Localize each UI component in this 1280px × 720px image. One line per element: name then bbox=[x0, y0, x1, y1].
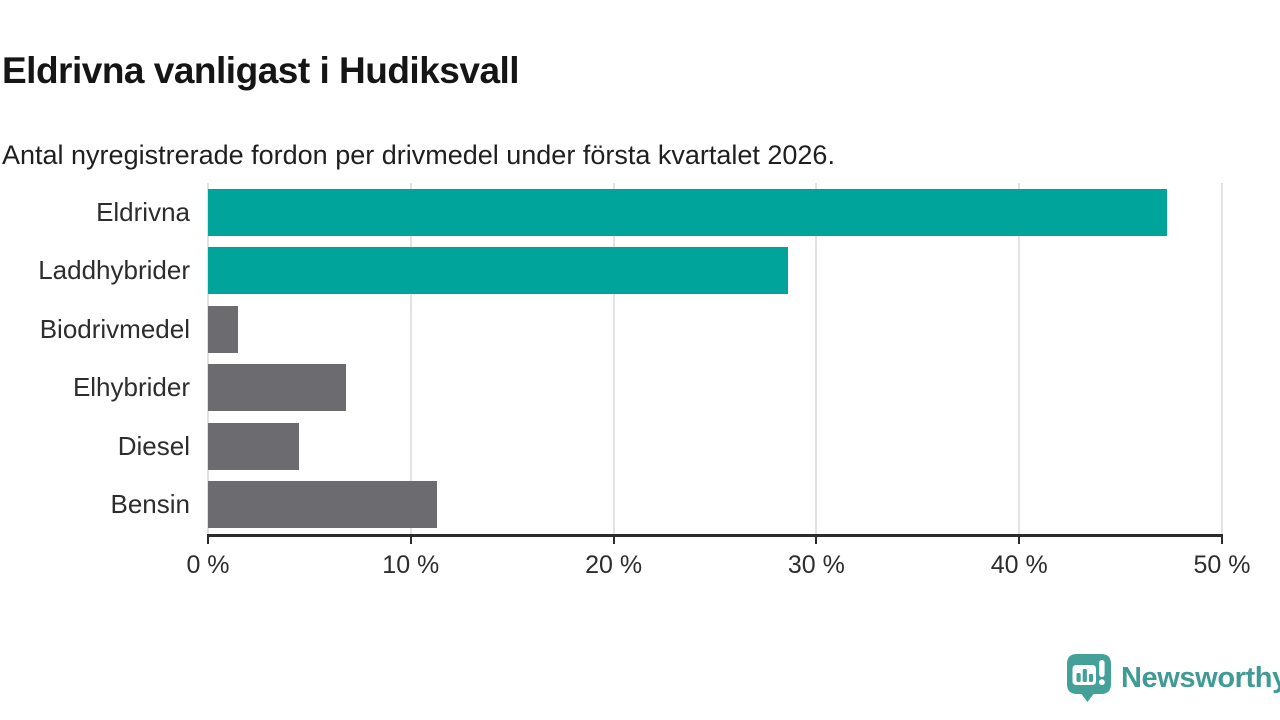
x-axis-tick-label: 10 % bbox=[382, 551, 440, 579]
bar-bensin bbox=[208, 481, 438, 529]
category-label-diesel: Diesel bbox=[117, 430, 190, 461]
category-label-elhybrider: Elhybrider bbox=[72, 372, 190, 403]
bar-track bbox=[208, 359, 1222, 418]
chart-row: Biodrivmedel bbox=[0, 300, 1222, 359]
bar-track bbox=[208, 417, 1222, 476]
gridline bbox=[815, 183, 818, 534]
x-axis-tick-label: 0 % bbox=[186, 551, 230, 579]
chart-row: Diesel bbox=[0, 417, 1222, 476]
x-axis-tick bbox=[207, 534, 209, 544]
x-axis-line bbox=[207, 534, 1223, 537]
newsworthy-logo-text: Newsworthy bbox=[1121, 661, 1280, 694]
x-axis-tick bbox=[815, 534, 818, 544]
bar-track bbox=[208, 476, 1222, 535]
bar-eldrivna bbox=[208, 188, 1168, 236]
bar-track bbox=[208, 300, 1222, 359]
bar-laddhybrider bbox=[208, 247, 788, 295]
x-axis-tick bbox=[409, 534, 412, 544]
bar-elhybrider bbox=[208, 364, 346, 412]
newsworthy-logo: Newsworthy bbox=[1066, 652, 1280, 703]
category-label-bensin: Bensin bbox=[110, 489, 191, 520]
plot-area bbox=[207, 183, 1223, 534]
gridline bbox=[1018, 183, 1021, 534]
gridline bbox=[1221, 183, 1223, 534]
x-axis: 0 % 10 % 20 % 30 % 40 % 50 % bbox=[186, 534, 1250, 594]
category-label-laddhybrider: Laddhybrider bbox=[38, 255, 190, 286]
category-label-biodrivmedel: Biodrivmedel bbox=[39, 313, 190, 344]
bar-diesel bbox=[208, 422, 300, 470]
x-axis-tick bbox=[1018, 534, 1021, 544]
chart-subtitle: Antal nyregistrerade fordon per drivmede… bbox=[2, 140, 835, 170]
gridline bbox=[612, 183, 615, 534]
chart-row: Elhybrider bbox=[0, 359, 1222, 418]
gridline bbox=[207, 183, 209, 534]
chart-title: Eldrivna vanligast i Hudiksvall bbox=[2, 49, 520, 91]
x-axis-tick-label: 40 % bbox=[990, 551, 1048, 579]
bar-track bbox=[208, 183, 1222, 242]
x-axis-tick-label: 50 % bbox=[1193, 551, 1251, 579]
chart-row: Laddhybrider bbox=[0, 242, 1222, 301]
bar-track bbox=[208, 242, 1222, 301]
x-axis-tick-label: 20 % bbox=[585, 551, 643, 579]
category-label-eldrivna: Eldrivna bbox=[96, 196, 190, 227]
x-axis-tick bbox=[1221, 534, 1223, 544]
x-axis-tick bbox=[612, 534, 615, 544]
newsworthy-speech-bubble-bar-chart-icon bbox=[1066, 652, 1112, 703]
bar-rows: Eldrivna Laddhybrider Biodrivmedel Elhyb… bbox=[0, 183, 1222, 534]
bar-biodrivmedel bbox=[208, 305, 239, 353]
gridline bbox=[409, 183, 412, 534]
chart-row: Eldrivna bbox=[0, 183, 1222, 242]
chart-row: Bensin bbox=[0, 476, 1222, 535]
x-axis-tick-label: 30 % bbox=[787, 551, 845, 579]
